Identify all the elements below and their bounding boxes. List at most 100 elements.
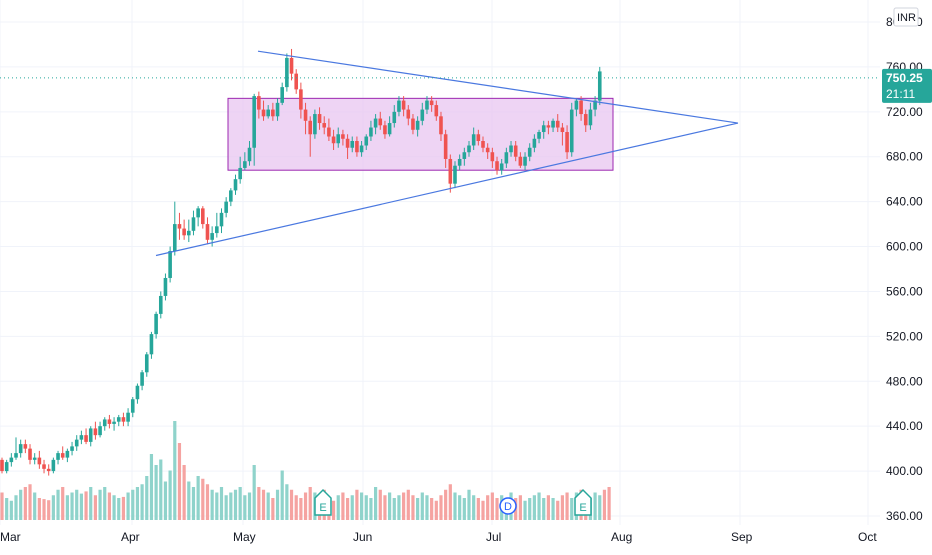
volume-bar bbox=[602, 489, 607, 520]
volume-bar bbox=[196, 476, 200, 520]
volume-bar bbox=[355, 489, 359, 520]
volume-bar bbox=[453, 492, 457, 520]
volume-bar bbox=[593, 492, 597, 520]
volume-bar bbox=[467, 489, 471, 520]
volume-bar bbox=[560, 495, 564, 520]
volume-bar bbox=[126, 492, 130, 520]
candle-body bbox=[313, 114, 317, 135]
volume-bar bbox=[341, 492, 345, 520]
candle-body bbox=[462, 152, 467, 159]
volume-bar bbox=[275, 489, 280, 520]
earnings-marker-label: E bbox=[319, 502, 326, 514]
volume-bar bbox=[416, 498, 420, 520]
candle-body bbox=[317, 114, 322, 124]
volume-bar bbox=[388, 492, 392, 520]
candle-body bbox=[149, 334, 154, 355]
volume-bar bbox=[79, 493, 83, 520]
price-badge-bg bbox=[882, 68, 932, 103]
candle-body bbox=[23, 444, 28, 449]
currency-text: INR bbox=[897, 12, 916, 24]
candle-body bbox=[434, 105, 439, 117]
candle-body bbox=[191, 217, 196, 231]
y-axis[interactable]: 360.00 400.00 440.00 480.00 520.00 560.00 600.… bbox=[886, 15, 923, 523]
candle-body bbox=[518, 156, 523, 166]
volume-bar bbox=[444, 489, 448, 520]
volume-bar bbox=[294, 495, 298, 520]
volume-bar bbox=[201, 478, 205, 520]
candle-body bbox=[65, 450, 70, 458]
volume-bar bbox=[247, 492, 252, 520]
x-axis[interactable]: Mar Apr May Jun Jul Aug Sep Oct bbox=[0, 530, 877, 544]
candle-body bbox=[37, 457, 42, 465]
volume-bar bbox=[350, 495, 354, 520]
volume-bar bbox=[481, 500, 485, 520]
candle-body bbox=[266, 109, 270, 117]
candle-body bbox=[46, 468, 51, 472]
volume-bar bbox=[112, 495, 116, 520]
y-tick-label: 440.00 bbox=[886, 419, 923, 433]
candle-body bbox=[107, 419, 112, 424]
volume-bar bbox=[570, 498, 574, 520]
candle-body bbox=[247, 147, 252, 162]
volume-bar bbox=[565, 492, 569, 520]
volume-bar bbox=[56, 489, 60, 520]
currency-box bbox=[893, 7, 919, 27]
candle-body bbox=[495, 161, 499, 171]
candle-body bbox=[541, 125, 546, 133]
candle-body bbox=[88, 428, 93, 442]
currency-label[interactable]: INR bbox=[893, 7, 919, 27]
candle-body bbox=[457, 158, 462, 166]
x-tick-label: Mar bbox=[0, 530, 21, 544]
volume-bar bbox=[0, 492, 4, 520]
x-tick-label: Apr bbox=[121, 530, 140, 544]
volume-bar bbox=[537, 492, 541, 520]
candle-body bbox=[182, 228, 186, 236]
candle-body bbox=[579, 100, 583, 115]
volume-bar bbox=[598, 495, 602, 520]
volume-bar bbox=[430, 498, 434, 520]
candle-body bbox=[588, 109, 593, 126]
earnings-marker: E bbox=[314, 488, 332, 516]
candle-body bbox=[144, 354, 149, 373]
volume-bar bbox=[5, 498, 9, 520]
volume-bar bbox=[289, 489, 294, 520]
volume-bar bbox=[191, 487, 196, 520]
candle-body bbox=[70, 446, 74, 451]
candle-body bbox=[158, 295, 163, 314]
candle-body bbox=[51, 459, 56, 472]
candle-body bbox=[509, 145, 513, 153]
volume-bar bbox=[135, 487, 140, 520]
candle-body bbox=[439, 116, 443, 135]
volume-bar bbox=[458, 495, 462, 520]
y-tick-label: 480.00 bbox=[886, 374, 923, 388]
candle-body bbox=[201, 208, 205, 225]
candle-body bbox=[406, 109, 411, 119]
candle-body bbox=[285, 57, 289, 88]
dividend-marker-circle bbox=[499, 497, 517, 515]
candle-body bbox=[0, 459, 4, 472]
y-tick-label: 560.00 bbox=[886, 284, 923, 298]
volume-bar bbox=[257, 487, 261, 520]
candle-body bbox=[172, 224, 177, 252]
candle-body bbox=[126, 412, 130, 422]
volume-bar bbox=[19, 489, 23, 520]
candle-body bbox=[392, 111, 397, 124]
grid-lines bbox=[0, 0, 880, 525]
candle-body bbox=[9, 457, 14, 463]
volume-bar bbox=[331, 500, 336, 520]
volume-bar bbox=[271, 498, 275, 520]
volume-bar bbox=[420, 492, 424, 520]
earnings-marker: E bbox=[574, 488, 592, 516]
earnings-marker-shape bbox=[314, 488, 332, 516]
candle-body bbox=[453, 165, 457, 184]
volume-bar bbox=[33, 492, 37, 520]
candle-body bbox=[425, 100, 429, 110]
candle-body bbox=[555, 120, 560, 128]
candle-body bbox=[140, 372, 144, 386]
candle-body bbox=[135, 385, 140, 400]
candle-body bbox=[60, 453, 65, 458]
volume-bar bbox=[532, 495, 536, 520]
